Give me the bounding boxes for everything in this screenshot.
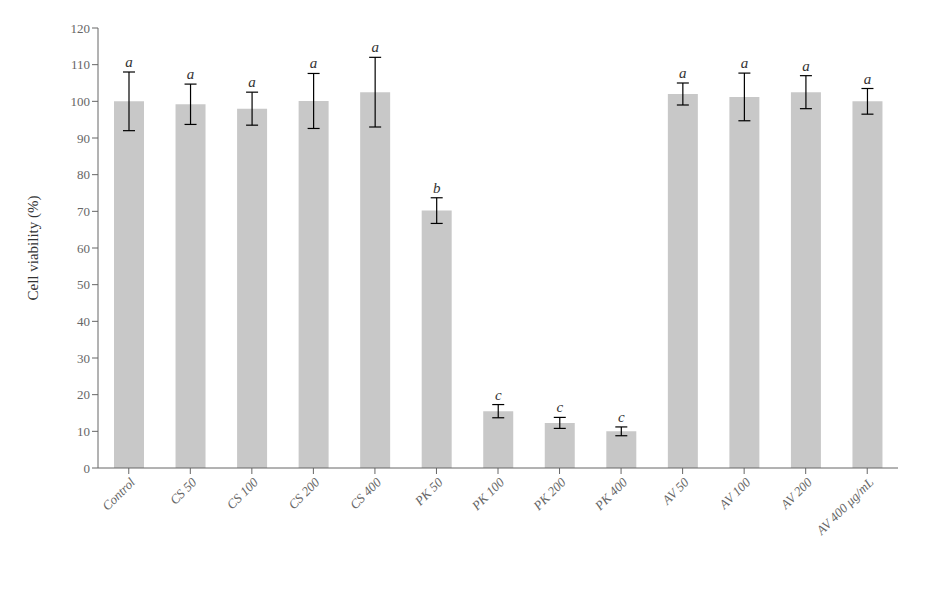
svg-text:80: 80 <box>77 167 90 182</box>
svg-text:c: c <box>556 399 563 415</box>
svg-text:90: 90 <box>77 131 90 146</box>
svg-text:a: a <box>125 54 133 70</box>
svg-text:PK 200: PK 200 <box>530 474 570 514</box>
svg-text:50: 50 <box>77 277 90 292</box>
svg-text:AV 100: AV 100 <box>715 474 753 512</box>
svg-text:110: 110 <box>71 57 90 72</box>
svg-text:a: a <box>679 65 687 81</box>
svg-text:10: 10 <box>77 424 90 439</box>
svg-text:a: a <box>310 55 318 71</box>
svg-text:PK 100: PK 100 <box>468 474 508 514</box>
svg-text:a: a <box>864 71 872 87</box>
svg-text:CS 400: CS 400 <box>347 474 385 512</box>
svg-text:PK 50: PK 50 <box>411 474 446 509</box>
svg-text:Control: Control <box>99 474 138 513</box>
svg-text:a: a <box>802 58 810 74</box>
svg-text:AV 50: AV 50 <box>658 474 692 508</box>
svg-text:PK 400: PK 400 <box>591 474 631 514</box>
svg-text:30: 30 <box>77 351 90 366</box>
svg-text:c: c <box>618 409 625 425</box>
svg-text:CS 100: CS 100 <box>224 474 262 512</box>
svg-text:0: 0 <box>84 461 91 476</box>
svg-text:a: a <box>187 66 195 82</box>
svg-text:100: 100 <box>71 94 91 109</box>
svg-text:CS 50: CS 50 <box>167 474 200 507</box>
svg-text:AV 400 μg/mL: AV 400 μg/mL <box>813 475 877 539</box>
svg-text:60: 60 <box>77 241 90 256</box>
svg-text:20: 20 <box>77 387 90 402</box>
svg-text:a: a <box>741 55 749 71</box>
svg-text:CS 200: CS 200 <box>285 474 323 512</box>
svg-text:a: a <box>371 39 379 55</box>
svg-text:AV 200: AV 200 <box>777 474 815 512</box>
svg-text:a: a <box>248 74 256 90</box>
svg-text:70: 70 <box>77 204 90 219</box>
svg-text:120: 120 <box>71 21 91 36</box>
svg-text:b: b <box>433 180 441 196</box>
svg-text:40: 40 <box>77 314 90 329</box>
svg-text:c: c <box>495 387 502 403</box>
svg-text:Cell viability (%): Cell viability (%) <box>25 196 42 301</box>
